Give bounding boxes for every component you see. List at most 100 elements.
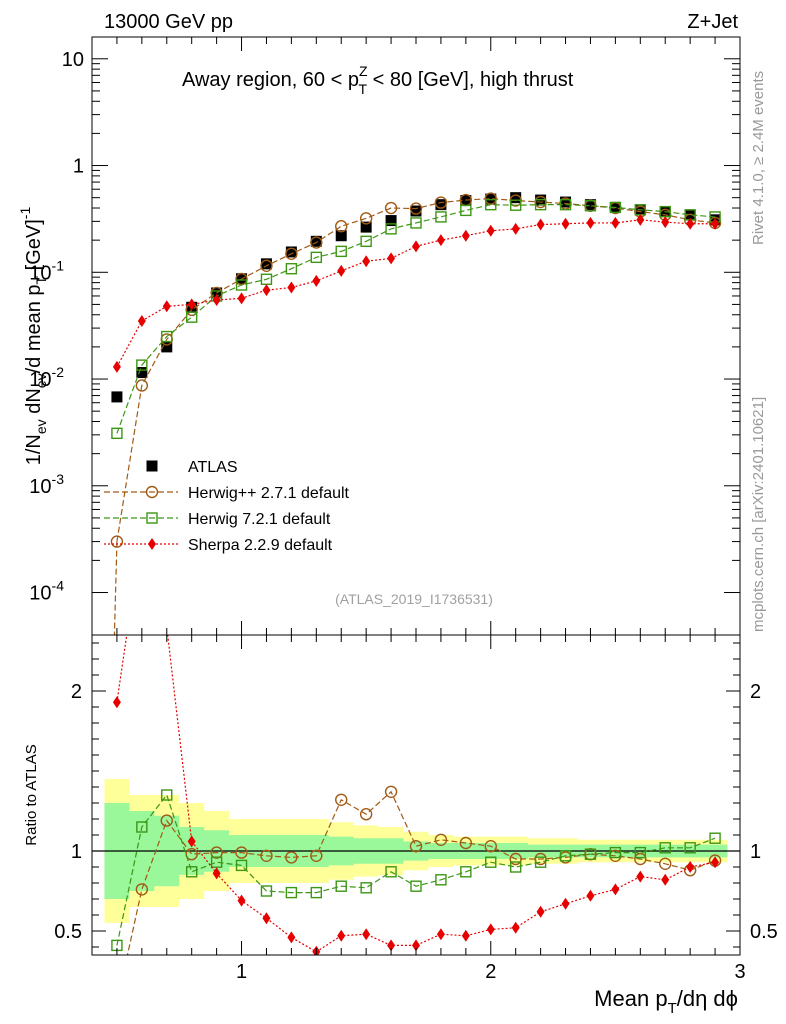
- sherpa-point: [661, 216, 670, 229]
- herwigpp-point: [359, 212, 373, 225]
- herwigpp-ratio-point: [434, 833, 448, 846]
- sherpa-point: [312, 274, 321, 287]
- sherpa-ratio-point: [561, 897, 570, 910]
- atlas-point: [161, 341, 173, 353]
- sherpa-ratio-point: [436, 928, 445, 941]
- sherpa-ratio-point: [586, 889, 595, 902]
- herwigpp-ratio-point: [235, 846, 248, 859]
- rivet-version-label: Rivet 4.1.0, ≥ 2.4M events: [750, 71, 767, 245]
- sherpa-point: [187, 298, 196, 311]
- herwig7-point: [136, 359, 148, 371]
- sherpa-point: [711, 217, 720, 230]
- atlas-point: [111, 391, 123, 403]
- herwigpp-ratio-point: [459, 836, 473, 850]
- herwigpp-ratio-point: [335, 793, 348, 806]
- herwigpp-ratio-point: [111, 998, 122, 1009]
- herwig7-point: [235, 279, 248, 291]
- atlas-point: [136, 367, 148, 379]
- herwig7-point: [410, 217, 422, 229]
- herwig7-point: [385, 223, 397, 235]
- sherpa-ratio-point: [661, 873, 670, 886]
- ratio-y-tick-label-right: 2: [750, 681, 761, 703]
- x-tick-label: 2: [485, 961, 496, 983]
- sherpa-point: [212, 293, 221, 306]
- herwig7-point: [609, 201, 622, 214]
- herwig7-point: [161, 330, 173, 343]
- herwig7-point: [509, 199, 522, 211]
- herwig7-point: [460, 204, 472, 217]
- herwig7-ratio-point: [285, 886, 298, 899]
- sherpa-ratio-point: [486, 923, 495, 936]
- herwigpp-ratio-point: [409, 840, 423, 853]
- herwigpp-ratio-point: [260, 849, 273, 862]
- sherpa-ratio-point: [461, 929, 470, 942]
- sherpa-ratio-point: [536, 905, 545, 918]
- atlas-point: [385, 215, 397, 227]
- sherpa-point: [561, 217, 570, 230]
- sherpa-ratio-point: [511, 921, 520, 934]
- herwigpp-ratio-point: [634, 852, 647, 866]
- ratio-y-tick-label-right: 0.5: [750, 921, 778, 943]
- herwig7-ratio-point: [360, 882, 372, 894]
- legend-marker-herwig7: [146, 512, 158, 524]
- herwigpp-ratio-point: [310, 849, 323, 862]
- herwigpp-ratio-point: [285, 851, 298, 864]
- herwig7-point: [584, 200, 597, 212]
- main-panel-content: [110, 192, 722, 636]
- herwigpp-point: [409, 202, 423, 215]
- herwig7-point: [435, 211, 447, 223]
- herwigpp-point: [310, 236, 323, 249]
- sherpa-point: [287, 281, 296, 294]
- herwigpp-ratio-point: [160, 814, 173, 827]
- herwigpp-ratio-line: [126, 790, 716, 955]
- atlas-point: [360, 221, 372, 233]
- herwig7-ratio-point: [335, 880, 347, 892]
- mcplots-source-label: mcplots.cern.ch [arXiv:2401.10621]: [750, 397, 767, 632]
- sherpa-point: [511, 222, 520, 235]
- herwigpp-line-tail: [113, 541, 118, 636]
- sherpa-point: [461, 229, 470, 242]
- herwigpp-point: [434, 196, 448, 209]
- sherpa-ratio-point: [287, 931, 296, 944]
- herwig7-ratio-point: [410, 880, 422, 892]
- atlas-point: [560, 196, 572, 208]
- process-label: Z+Jet: [687, 11, 738, 33]
- herwig7-ratio-point: [435, 874, 447, 886]
- herwigpp-ratio-point: [135, 883, 149, 896]
- herwig7-ratio-point: [534, 856, 547, 868]
- sherpa-ratio-point: [387, 939, 396, 952]
- herwig7-ratio-point: [584, 848, 597, 860]
- herwig7-ratio-point: [185, 866, 198, 878]
- legend: ATLAS Herwig++ 2.7.1 default Herwig 7.2.1 …: [104, 459, 350, 554]
- herwig7-line: [116, 204, 716, 434]
- herwigpp-ratio-point: [509, 852, 522, 866]
- herwig7-ratio-point: [485, 856, 497, 868]
- herwigpp-ratio-point: [384, 785, 398, 798]
- sherpa-ratio-point: [138, 525, 146, 537]
- legend-marker-atlas: [146, 460, 158, 472]
- main-y-axis-label: 1/Nev dNev/d mean pT [GeV]-1: [17, 207, 49, 466]
- sherpa-ratio-point: [362, 928, 371, 941]
- sherpa-point: [412, 240, 420, 253]
- ratio-series: [111, 525, 722, 1009]
- sherpa-point: [486, 224, 495, 237]
- herwigpp-ratio-point: [210, 846, 223, 859]
- herwigpp-point: [285, 247, 298, 260]
- herwig7-point: [534, 198, 547, 211]
- sherpa-point: [162, 300, 171, 313]
- sherpa-point: [636, 213, 645, 226]
- legend-marker-herwigpp: [145, 485, 159, 499]
- herwigpp-ratio-point: [359, 808, 373, 821]
- x-tick-label: 1: [236, 961, 247, 983]
- herwigpp-point: [484, 192, 497, 205]
- herwig7-ratio-point: [509, 861, 522, 873]
- legend-label-herwig7: Herwig 7.2.1 default: [188, 511, 331, 528]
- herwigpp-ratio-point: [484, 840, 497, 853]
- legend-marker-sherpa: [148, 538, 156, 550]
- ratio-panel-content: [92, 525, 740, 1009]
- herwig7-ratio-point: [460, 866, 472, 878]
- sherpa-point: [362, 255, 371, 268]
- herwigpp-ratio-point: [659, 857, 672, 870]
- sherpa-point: [337, 264, 346, 277]
- atlas-point: [510, 192, 522, 204]
